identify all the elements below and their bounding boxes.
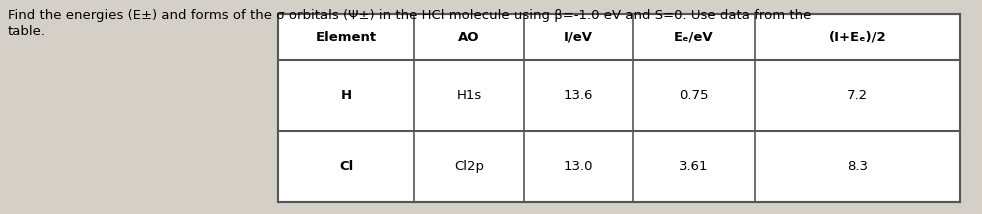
Text: 0.75: 0.75 [680, 89, 709, 102]
Text: Find the energies (E±) and forms of the σ orbitals (Ψ±) in the HCl molecule usin: Find the energies (E±) and forms of the … [8, 9, 811, 22]
Text: table.: table. [8, 25, 46, 38]
Text: 3.61: 3.61 [680, 160, 709, 173]
Bar [278, 14, 960, 202]
Text: 8.3: 8.3 [847, 160, 868, 173]
Text: H1s: H1s [457, 89, 481, 102]
Text: Cl: Cl [339, 160, 354, 173]
Text: AO: AO [459, 31, 480, 43]
Text: Element: Element [315, 31, 377, 43]
Text: Eₑ/eV: Eₑ/eV [675, 31, 714, 43]
Text: 13.6: 13.6 [564, 89, 593, 102]
Text: H: H [341, 89, 352, 102]
Text: I/eV: I/eV [564, 31, 592, 43]
Text: 13.0: 13.0 [564, 160, 593, 173]
Text: 7.2: 7.2 [847, 89, 868, 102]
Text: (I+Eₑ)/2: (I+Eₑ)/2 [829, 31, 887, 43]
Text: Cl2p: Cl2p [454, 160, 484, 173]
